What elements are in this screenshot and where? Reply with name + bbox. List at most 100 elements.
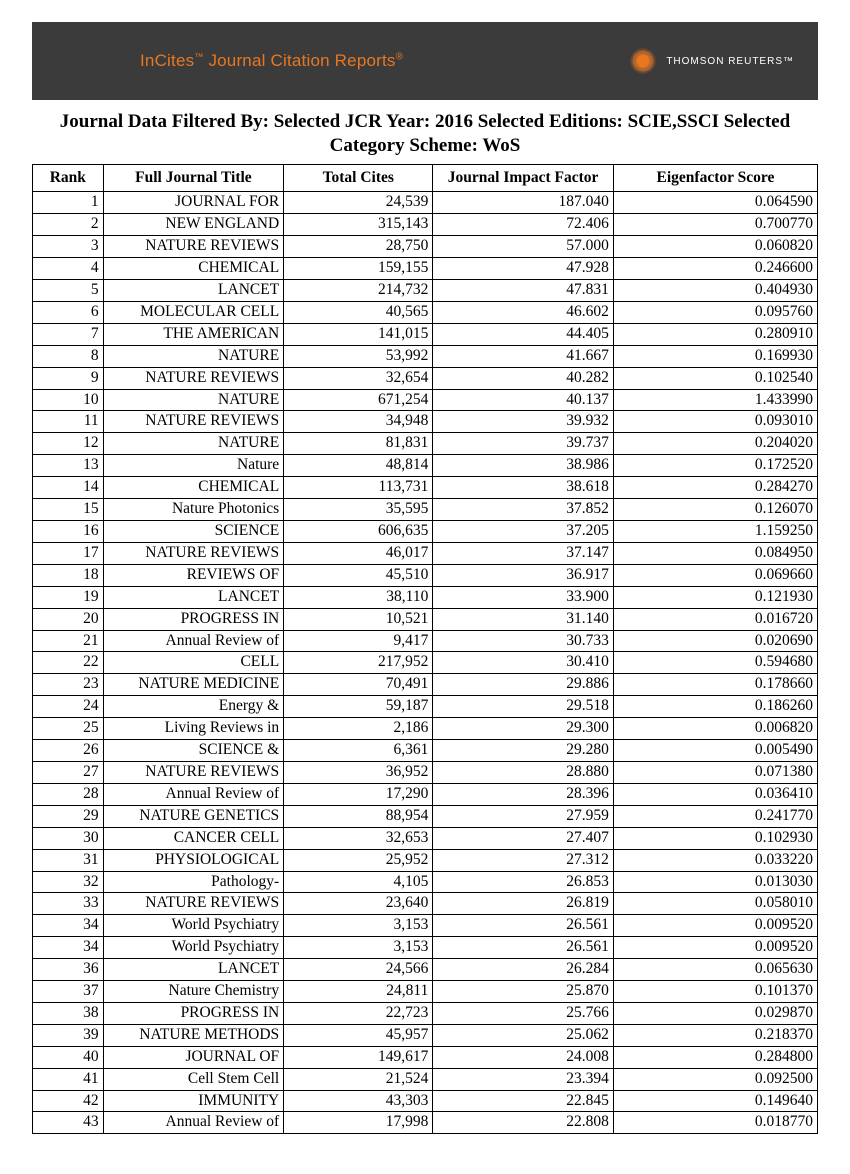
- cell-eig: 0.102540: [613, 367, 817, 389]
- cell-title: LANCET: [103, 280, 284, 302]
- cell-title: JOURNAL OF: [103, 1046, 284, 1068]
- cell-if: 41.667: [433, 345, 614, 367]
- table-row: 9NATURE REVIEWS32,65440.2820.102540: [33, 367, 818, 389]
- cell-cites: 32,654: [284, 367, 433, 389]
- table-row: 5LANCET214,73247.8310.404930: [33, 280, 818, 302]
- cell-rank: 4: [33, 258, 104, 280]
- table-row: 24Energy &59,18729.5180.186260: [33, 696, 818, 718]
- table-row: 29NATURE GENETICS88,95427.9590.241770: [33, 805, 818, 827]
- cell-eig: 0.064590: [613, 192, 817, 214]
- cell-cites: 315,143: [284, 214, 433, 236]
- table-row: 22CELL217,95230.4100.594680: [33, 652, 818, 674]
- cell-eig: 0.013030: [613, 871, 817, 893]
- cell-if: 47.831: [433, 280, 614, 302]
- cell-eig: 0.102930: [613, 827, 817, 849]
- cell-eig: 0.169930: [613, 345, 817, 367]
- col-title: Full Journal Title: [103, 164, 284, 192]
- cell-cites: 9,417: [284, 630, 433, 652]
- cell-title: CHEMICAL: [103, 477, 284, 499]
- cell-title: NATURE MEDICINE: [103, 674, 284, 696]
- cell-if: 47.928: [433, 258, 614, 280]
- cell-rank: 1: [33, 192, 104, 214]
- cell-rank: 3: [33, 236, 104, 258]
- cell-eig: 0.241770: [613, 805, 817, 827]
- cell-if: 25.766: [433, 1002, 614, 1024]
- cell-eig: 0.218370: [613, 1024, 817, 1046]
- cell-eig: 0.005490: [613, 740, 817, 762]
- table-row: 34World Psychiatry3,15326.5610.009520: [33, 937, 818, 959]
- brand-rest: Journal Citation Reports: [204, 51, 396, 70]
- table-row: 20PROGRESS IN10,52131.1400.016720: [33, 608, 818, 630]
- cell-if: 38.986: [433, 455, 614, 477]
- cell-rank: 21: [33, 630, 104, 652]
- cell-eig: 0.029870: [613, 1002, 817, 1024]
- brand-reg: ®: [396, 51, 404, 62]
- cell-rank: 40: [33, 1046, 104, 1068]
- cell-cites: 46,017: [284, 542, 433, 564]
- cell-eig: 0.246600: [613, 258, 817, 280]
- cell-eig: 0.121930: [613, 586, 817, 608]
- table-row: 12NATURE81,83139.7370.204020: [33, 433, 818, 455]
- cell-title: NATURE REVIEWS: [103, 367, 284, 389]
- cell-title: NATURE REVIEWS: [103, 542, 284, 564]
- cell-cites: 671,254: [284, 389, 433, 411]
- table-row: 26SCIENCE &6,36129.2800.005490: [33, 740, 818, 762]
- table-row: 3NATURE REVIEWS28,75057.0000.060820: [33, 236, 818, 258]
- cell-cites: 217,952: [284, 652, 433, 674]
- cell-eig: 0.280910: [613, 323, 817, 345]
- cell-rank: 29: [33, 805, 104, 827]
- cell-cites: 59,187: [284, 696, 433, 718]
- cell-rank: 41: [33, 1068, 104, 1090]
- cell-eig: 0.178660: [613, 674, 817, 696]
- cell-cites: 2,186: [284, 718, 433, 740]
- cell-rank: 16: [33, 521, 104, 543]
- cell-rank: 13: [33, 455, 104, 477]
- cell-if: 40.137: [433, 389, 614, 411]
- cell-rank: 42: [33, 1090, 104, 1112]
- table-row: 43Annual Review of17,99822.8080.018770: [33, 1112, 818, 1134]
- cell-eig: 0.594680: [613, 652, 817, 674]
- cell-title: Living Reviews in: [103, 718, 284, 740]
- table-row: 32Pathology-4,10526.8530.013030: [33, 871, 818, 893]
- cell-eig: 0.033220: [613, 849, 817, 871]
- cell-if: 23.394: [433, 1068, 614, 1090]
- cell-cites: 17,998: [284, 1112, 433, 1134]
- cell-rank: 12: [33, 433, 104, 455]
- heading-line-2: Category Scheme: WoS: [32, 134, 818, 158]
- table-row: 37Nature Chemistry24,81125.8700.101370: [33, 981, 818, 1003]
- cell-cites: 88,954: [284, 805, 433, 827]
- cell-title: Annual Review of: [103, 630, 284, 652]
- cell-eig: 1.433990: [613, 389, 817, 411]
- cell-title: CHEMICAL: [103, 258, 284, 280]
- cell-title: NATURE: [103, 389, 284, 411]
- cell-title: LANCET: [103, 959, 284, 981]
- cell-cites: 48,814: [284, 455, 433, 477]
- cell-cites: 23,640: [284, 893, 433, 915]
- cell-eig: 0.071380: [613, 761, 817, 783]
- cell-cites: 24,566: [284, 959, 433, 981]
- cell-rank: 23: [33, 674, 104, 696]
- cell-eig: 1.159250: [613, 521, 817, 543]
- table-row: 6MOLECULAR CELL40,56546.6020.095760: [33, 301, 818, 323]
- cell-rank: 34: [33, 915, 104, 937]
- incites-brand: InCites™ Journal Citation Reports®: [140, 51, 403, 71]
- cell-if: 26.561: [433, 937, 614, 959]
- table-row: 27NATURE REVIEWS36,95228.8800.071380: [33, 761, 818, 783]
- cell-rank: 7: [33, 323, 104, 345]
- table-row: 19LANCET38,11033.9000.121930: [33, 586, 818, 608]
- thomson-reuters-logo-icon: [630, 48, 656, 74]
- cell-eig: 0.058010: [613, 893, 817, 915]
- cell-rank: 11: [33, 411, 104, 433]
- cell-cites: 45,510: [284, 564, 433, 586]
- cell-eig: 0.092500: [613, 1068, 817, 1090]
- cell-rank: 22: [33, 652, 104, 674]
- cell-cites: 3,153: [284, 915, 433, 937]
- cell-title: Nature Chemistry: [103, 981, 284, 1003]
- cell-if: 40.282: [433, 367, 614, 389]
- heading-line-1: Journal Data Filtered By: Selected JCR Y…: [32, 110, 818, 134]
- cell-eig: 0.009520: [613, 937, 817, 959]
- cell-if: 37.147: [433, 542, 614, 564]
- cell-rank: 43: [33, 1112, 104, 1134]
- cell-title: SCIENCE: [103, 521, 284, 543]
- cell-cites: 24,811: [284, 981, 433, 1003]
